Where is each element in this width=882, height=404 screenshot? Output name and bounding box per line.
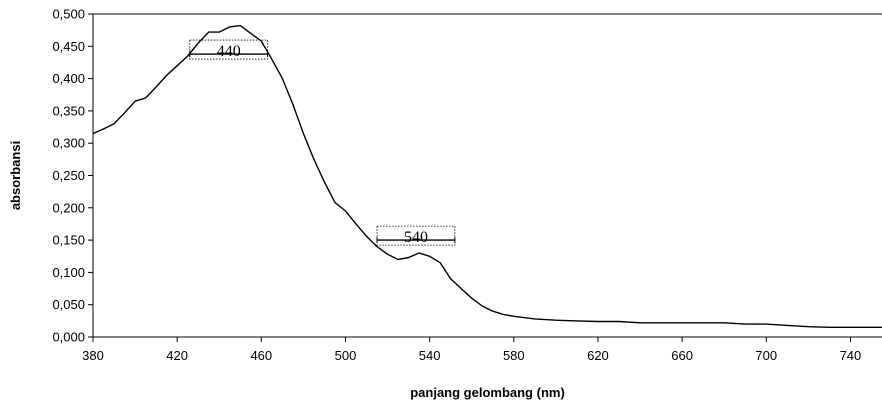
peak-wavelength-label: 440 — [217, 43, 241, 60]
plot-area — [92, 13, 882, 338]
peak-label-box — [376, 225, 456, 246]
x-tick-label: 380 — [82, 348, 104, 363]
y-tick-label: 0,250 — [52, 168, 85, 183]
y-tick-label: 0,100 — [52, 265, 85, 280]
x-tick-label: 740 — [840, 348, 862, 363]
y-tick-label: 0,200 — [52, 200, 85, 215]
peak-label-box — [189, 39, 269, 60]
y-tick-label: 0,450 — [52, 39, 85, 54]
y-tick-label: 0,050 — [52, 297, 85, 312]
y-tick-label: 0,500 — [52, 7, 85, 22]
annotations-layer: 440 540 — [189, 39, 456, 246]
x-tick-label: 500 — [335, 348, 357, 363]
x-tick-label: 620 — [587, 348, 609, 363]
y-tick-label: 0,400 — [52, 71, 85, 86]
y-tick-label: 0,300 — [52, 136, 85, 151]
series-layer — [92, 24, 882, 328]
x-axis-title: panjang gelombang (nm) — [410, 385, 565, 400]
x-tick-label: 460 — [250, 348, 272, 363]
x-tick-label: 540 — [419, 348, 441, 363]
x-tick-label: 580 — [503, 348, 525, 363]
y-axis-title: absorbansi — [8, 141, 23, 210]
y-tick-label: 0,150 — [52, 233, 85, 248]
x-tick-label: 420 — [166, 348, 188, 363]
x-tick-label: 700 — [755, 348, 777, 363]
peak-wavelength-label: 540 — [404, 229, 428, 246]
x-axis-ticks: 380 420 460 500 540 580 620 660 700 740 — [82, 337, 861, 363]
x-tick-label: 660 — [671, 348, 693, 363]
y-axis-ticks: 0,000 0,050 0,100 0,150 0,200 0,250 0,300 0,350… — [52, 7, 93, 345]
absorbance-series-line — [92, 24, 882, 328]
y-tick-label: 0,350 — [52, 103, 85, 118]
y-tick-label: 0,000 — [52, 330, 85, 345]
